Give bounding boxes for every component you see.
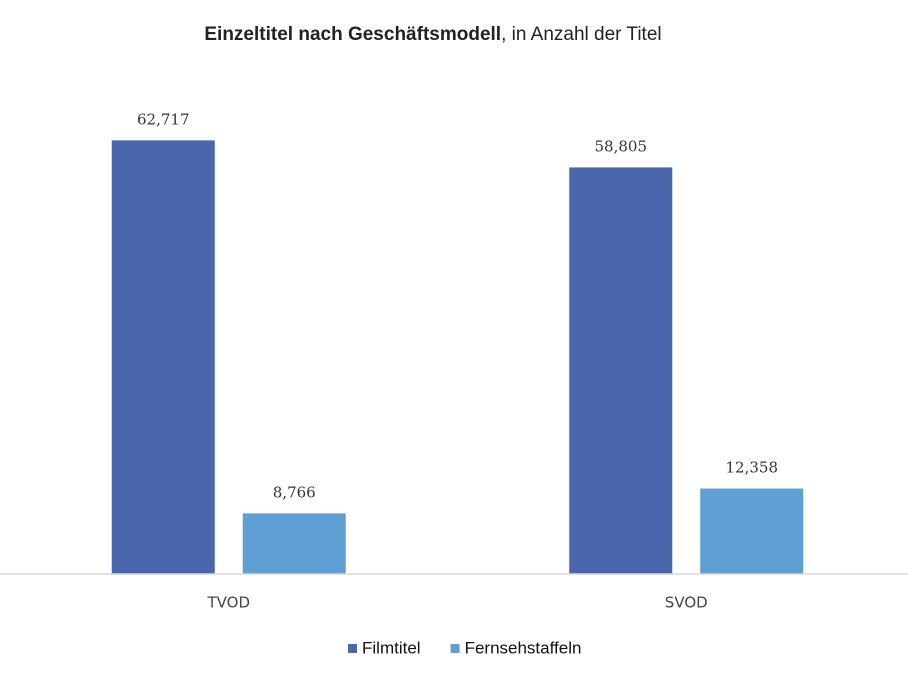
chart-title: Einzeltitel nach Geschäftsmodell, in Anz… — [204, 24, 661, 45]
legend-label: Fernsehstaffeln — [465, 638, 582, 657]
data-label: 62,717 — [137, 110, 190, 128]
x-tick-label: TVOD — [206, 594, 250, 612]
data-label: 58,805 — [595, 137, 648, 155]
bar — [700, 488, 804, 574]
subtitle: , in Anzahl der Titel — [501, 24, 662, 45]
x-tick-label: SVOD — [665, 594, 708, 612]
bar — [569, 167, 673, 574]
legend-label: Filmtitel — [362, 638, 421, 657]
bar — [242, 513, 346, 574]
legend-swatch — [348, 644, 357, 653]
title: Einzeltitel nach Geschäftsmodell — [204, 24, 501, 45]
bar — [111, 140, 215, 574]
data-label: 8,766 — [273, 483, 316, 501]
legend-swatch — [450, 644, 460, 653]
data-label: 12,358 — [726, 459, 779, 477]
